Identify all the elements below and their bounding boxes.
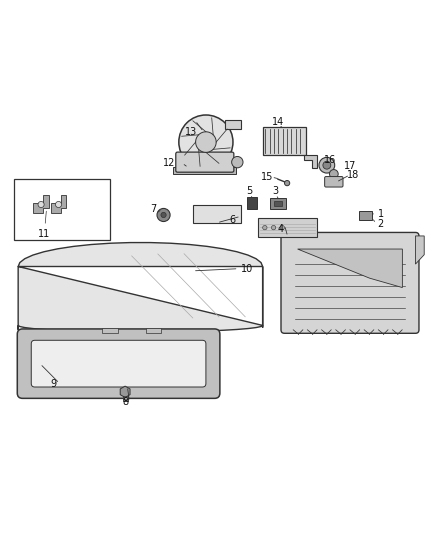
Text: 2: 2 [378,219,384,229]
Bar [193,205,241,223]
Polygon shape [51,195,66,213]
Text: 10: 10 [241,264,254,273]
Text: 6: 6 [229,215,235,225]
Text: 12: 12 [162,158,175,168]
Circle shape [329,169,338,179]
Bar [247,197,257,209]
Bar [173,167,237,174]
Text: 1: 1 [378,209,384,219]
Text: 13: 13 [184,127,197,137]
Polygon shape [120,386,130,398]
Text: 17: 17 [344,161,356,171]
FancyBboxPatch shape [176,152,234,172]
Polygon shape [33,195,49,213]
Circle shape [196,132,216,152]
Text: 18: 18 [347,170,360,180]
Circle shape [263,225,267,230]
FancyBboxPatch shape [17,329,220,398]
Polygon shape [18,243,263,332]
Circle shape [323,161,331,169]
Bar [146,328,161,333]
FancyBboxPatch shape [325,176,343,187]
Circle shape [285,181,290,185]
Text: 5: 5 [247,187,253,196]
Text: 11: 11 [38,211,50,239]
Circle shape [280,225,285,230]
Circle shape [319,157,335,173]
Bar [14,179,110,240]
Circle shape [179,115,233,169]
Text: 14: 14 [272,117,284,127]
Text: 3: 3 [273,187,279,196]
FancyBboxPatch shape [270,198,286,209]
Bar [102,328,118,333]
Bar [123,392,128,401]
Bar [274,200,283,206]
Polygon shape [416,236,424,264]
Polygon shape [304,155,317,168]
Text: 8: 8 [122,397,128,407]
Circle shape [272,225,276,230]
Circle shape [157,208,170,222]
Circle shape [38,201,44,207]
Text: 15: 15 [261,172,273,182]
Circle shape [232,157,243,168]
Text: 4: 4 [277,224,283,235]
Polygon shape [263,127,306,155]
Circle shape [161,212,166,217]
Bar [258,219,317,237]
Bar [359,211,372,220]
Text: 9: 9 [50,378,56,389]
Text: 7: 7 [150,204,157,214]
Polygon shape [297,249,403,288]
Text: 16: 16 [324,155,336,165]
Circle shape [56,201,62,207]
Polygon shape [225,120,241,128]
FancyBboxPatch shape [31,340,206,387]
FancyBboxPatch shape [281,232,419,333]
